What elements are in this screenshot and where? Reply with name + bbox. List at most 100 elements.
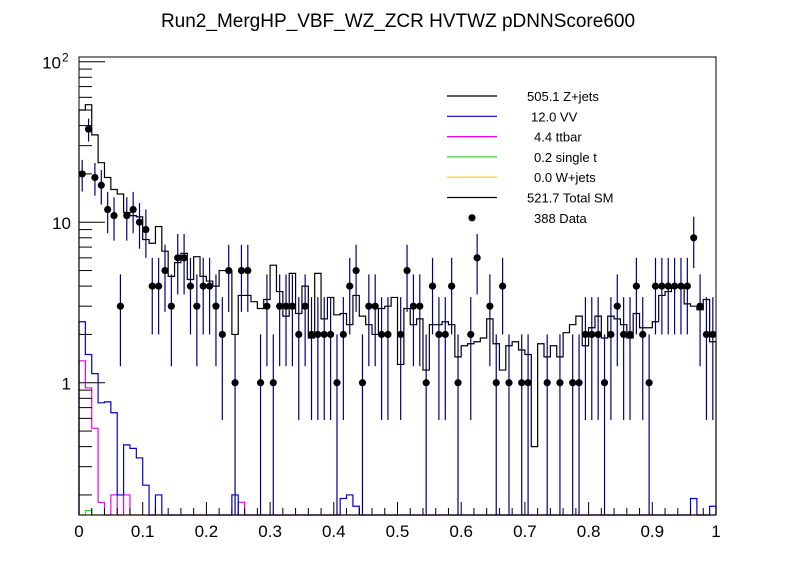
legend-entry: 388 Data xyxy=(468,211,588,226)
data-marker xyxy=(435,330,443,339)
legend-marker xyxy=(468,214,476,222)
data-marker xyxy=(524,379,532,387)
data-marker xyxy=(352,266,360,275)
data-point xyxy=(645,334,653,515)
data-point xyxy=(339,297,347,421)
data-marker xyxy=(683,282,691,290)
data-marker xyxy=(454,379,462,387)
data-marker xyxy=(664,282,672,290)
data-marker xyxy=(365,302,373,310)
data-point xyxy=(365,274,373,367)
data-point xyxy=(333,334,341,515)
data-marker xyxy=(327,330,335,339)
data-marker xyxy=(588,330,596,339)
data-marker xyxy=(339,330,347,339)
legend-entry: 4.4 ttbar xyxy=(447,130,582,145)
legend-entry: 0.0 W+jets xyxy=(447,170,596,185)
data-point xyxy=(288,274,296,367)
data-point xyxy=(518,334,526,515)
data-marker xyxy=(155,282,163,290)
data-point xyxy=(231,334,239,515)
data-marker xyxy=(696,302,704,310)
data-marker xyxy=(314,330,322,339)
data-marker xyxy=(600,379,609,387)
data-marker xyxy=(225,266,233,275)
data-point xyxy=(180,233,188,295)
data-marker xyxy=(205,282,214,290)
x-tick-label: 0.3 xyxy=(258,522,282,541)
x-tick-label: 0.7 xyxy=(513,522,537,541)
data-marker xyxy=(492,379,500,387)
data-marker xyxy=(505,379,513,387)
data-marker xyxy=(639,330,647,339)
data-point xyxy=(225,244,233,312)
legend-label: 388 Data xyxy=(534,211,588,226)
data-point xyxy=(237,244,246,312)
legend-label: 12.0 VV xyxy=(531,109,578,124)
data-marker xyxy=(84,125,93,133)
data-point xyxy=(473,233,481,295)
data-point xyxy=(352,244,360,312)
data-point xyxy=(397,297,405,421)
x-tick-label: 1 xyxy=(711,522,720,541)
y-tick-label: 1 xyxy=(62,375,71,394)
data-point xyxy=(448,257,456,335)
data-point xyxy=(696,274,704,367)
data-point xyxy=(626,297,634,421)
data-point xyxy=(155,257,163,335)
data-point xyxy=(193,274,201,367)
data-point xyxy=(435,297,443,421)
data-marker xyxy=(320,330,328,339)
data-point xyxy=(441,297,449,421)
data-point xyxy=(620,297,628,421)
data-point xyxy=(403,244,411,312)
data-point xyxy=(658,257,666,335)
data-marker xyxy=(690,234,698,242)
data-point xyxy=(295,297,303,421)
data-point xyxy=(269,334,277,515)
data-point xyxy=(422,334,430,515)
data-point xyxy=(276,274,284,367)
data-marker xyxy=(333,379,341,387)
legend-entry: 12.0 VV xyxy=(447,109,578,124)
data-marker xyxy=(129,205,137,214)
x-tick-label: 0.1 xyxy=(131,522,155,541)
data-marker xyxy=(581,330,590,339)
data-point xyxy=(142,209,150,258)
legend-entry: 505.1 Z+jets xyxy=(447,89,599,104)
data-point xyxy=(486,274,494,367)
data-point xyxy=(505,334,513,515)
data-marker xyxy=(91,173,99,182)
x-tick-label: 0.8 xyxy=(577,522,601,541)
data-marker xyxy=(448,282,456,290)
data-point xyxy=(677,257,685,335)
data-marker xyxy=(702,330,711,339)
data-marker xyxy=(288,302,296,310)
data-point xyxy=(702,297,711,421)
legend-label: 521.7 Total SM xyxy=(527,191,613,206)
data-marker xyxy=(632,282,640,290)
data-marker xyxy=(256,379,265,387)
data-marker xyxy=(620,330,628,339)
data-marker xyxy=(384,330,392,339)
data-marker xyxy=(499,282,507,290)
data-marker xyxy=(263,302,271,310)
data-marker xyxy=(237,266,246,275)
data-point xyxy=(499,257,507,335)
data-marker xyxy=(397,330,405,339)
data-marker xyxy=(575,379,583,387)
legend-label: 505.1 Z+jets xyxy=(527,89,599,104)
data-marker xyxy=(371,302,379,310)
data-point xyxy=(709,297,717,421)
x-tick-label: 0.2 xyxy=(195,522,219,541)
data-marker xyxy=(244,266,252,275)
data-point xyxy=(320,297,328,421)
data-point xyxy=(205,257,214,335)
data-marker xyxy=(180,254,188,262)
data-marker xyxy=(269,379,277,387)
data-point xyxy=(167,274,175,367)
legend-label: 0.0 W+jets xyxy=(534,170,596,185)
data-point xyxy=(256,334,265,515)
data-point xyxy=(492,334,500,515)
data-marker xyxy=(167,302,175,310)
